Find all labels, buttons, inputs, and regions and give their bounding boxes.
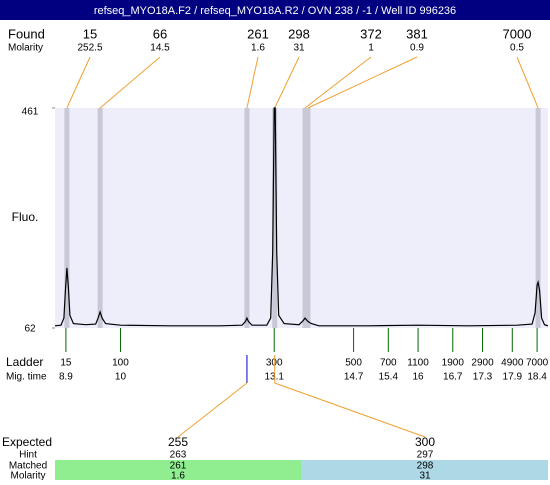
y-tick-label: 461 xyxy=(22,107,39,118)
peak-connector xyxy=(99,56,161,109)
found-size: 381 xyxy=(406,26,428,41)
peak-band xyxy=(64,108,70,328)
mig-time: 15.4 xyxy=(379,372,399,383)
matched-molarity-label: Molarity xyxy=(10,471,45,480)
ladder-size: 15 xyxy=(60,358,72,369)
expected-size: 300 xyxy=(415,435,435,449)
expected-connector xyxy=(177,382,248,438)
mig-time: 18.4 xyxy=(527,372,547,383)
peak-band xyxy=(244,108,250,328)
found-molarity: 252.5 xyxy=(77,43,102,54)
peak-connector xyxy=(304,56,372,109)
ladder-label: Ladder xyxy=(6,355,43,369)
peak-band xyxy=(97,108,103,328)
found-molarity: 0.9 xyxy=(410,43,424,54)
peak-connector xyxy=(307,56,418,109)
ladder-size: 1100 xyxy=(407,358,429,369)
matched-size: 298 xyxy=(417,461,434,472)
found-size: 372 xyxy=(360,26,382,41)
ladder-size: 100 xyxy=(112,358,129,369)
ladder-size: 700 xyxy=(380,358,397,369)
y-tick-label: 62 xyxy=(24,324,36,335)
peak-band xyxy=(535,108,541,328)
mig-time: 16 xyxy=(412,372,424,383)
trace xyxy=(54,107,549,327)
found-molarity: 1 xyxy=(368,43,374,54)
mig-time: 10 xyxy=(115,372,127,383)
ladder-size: 500 xyxy=(345,358,362,369)
found-size: 15 xyxy=(83,26,97,41)
ladder-size: 1900 xyxy=(442,358,465,369)
matched-molarity: 31 xyxy=(419,471,431,480)
matched-molarity: 1.6 xyxy=(171,471,185,480)
found-size: 261 xyxy=(247,26,269,41)
matched-band xyxy=(55,460,301,480)
mig-time-label: Mig. time xyxy=(6,372,47,383)
expected-size: 255 xyxy=(168,435,188,449)
peak-connector xyxy=(516,56,539,109)
mig-time: 17.9 xyxy=(503,372,523,383)
peak-band xyxy=(305,108,311,328)
found-molarity: 14.5 xyxy=(150,43,170,54)
mig-time: 17.3 xyxy=(473,372,493,383)
expected-connector xyxy=(274,382,426,438)
found-size: 7000 xyxy=(503,26,532,41)
peak-connector xyxy=(274,56,300,109)
ladder-size: 7000 xyxy=(526,358,549,369)
peak-connector xyxy=(246,56,259,109)
chart-title: refseq_MYO18A.F2 / refseq_MYO18A.R2 / OV… xyxy=(94,5,456,17)
matched-label: Matched xyxy=(9,461,47,472)
hint-size: 297 xyxy=(417,450,434,461)
matched-size: 261 xyxy=(170,461,187,472)
mig-time: 16.7 xyxy=(443,372,463,383)
mig-time: 14.7 xyxy=(344,372,364,383)
peak-connector xyxy=(66,56,91,109)
ladder-size: 2900 xyxy=(471,358,494,369)
matched-band xyxy=(301,460,548,480)
y-label: Fluo. xyxy=(12,210,39,224)
title-bar xyxy=(0,0,550,20)
hint-size: 263 xyxy=(170,450,187,461)
found-size: 298 xyxy=(288,26,310,41)
found-molarity: 1.6 xyxy=(251,43,265,54)
expected-label: Expected xyxy=(2,435,52,449)
hint-label: Hint xyxy=(19,450,37,461)
peak-band xyxy=(302,108,308,328)
ladder-size: 4900 xyxy=(501,358,524,369)
plot-area xyxy=(55,108,548,328)
found-molarity: 31 xyxy=(293,43,305,54)
mig-time: 8.9 xyxy=(59,372,73,383)
found-size: 66 xyxy=(153,26,167,41)
molarity-label: Molarity xyxy=(8,43,43,54)
peak-band xyxy=(272,108,278,328)
found-molarity: 0.5 xyxy=(510,43,524,54)
found-label: Found xyxy=(8,26,45,41)
